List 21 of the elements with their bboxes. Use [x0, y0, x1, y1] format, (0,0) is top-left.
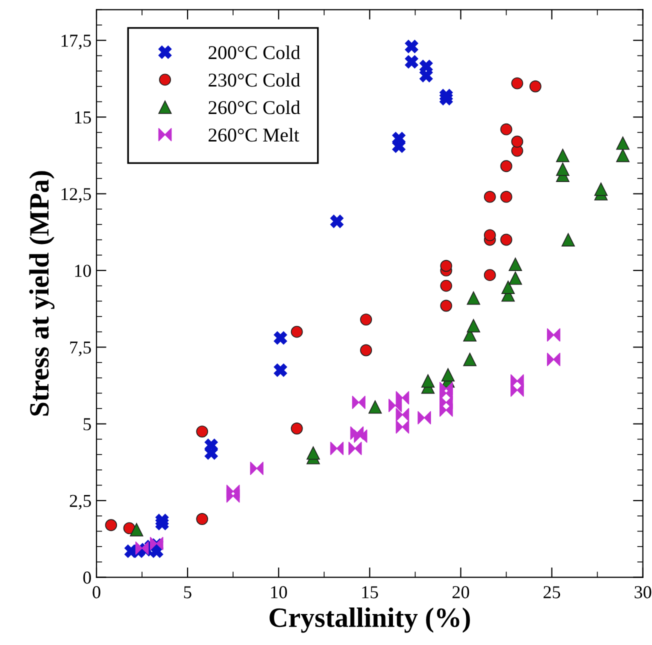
legend-label: 230°C Cold [208, 73, 300, 87]
y-tick-label: 15 [75, 111, 91, 124]
y-tick-label: 12,5 [62, 188, 91, 203]
y-tick-label: 5 [84, 418, 91, 430]
x-axis-title: Crystallinity (%) [270, 608, 470, 633]
legend-label: 260°C Melt [208, 128, 300, 142]
legend-label: 200°C Cold [208, 46, 300, 60]
y-tick-label: 17,5 [62, 34, 91, 50]
legend-label: 260°C Cold [208, 100, 300, 114]
y-tick-label: 10 [75, 264, 91, 277]
y-tick-label: 0 [83, 572, 91, 584]
x-tick-label: 30 [634, 586, 652, 598]
x-tick-label: 5 [184, 586, 192, 598]
x-tick-label: 0 [92, 586, 100, 598]
y-axis-title: Stress at yield (MPa) [29, 171, 54, 416]
y-tick-label: 2,5 [70, 494, 91, 510]
x-tick-label: 10 [271, 586, 287, 598]
x-tick-label: 25 [544, 586, 560, 598]
x-tick-label: 15 [362, 586, 378, 598]
x-tick-label: 20 [452, 586, 470, 598]
y-tick-label: 7,5 [70, 342, 91, 356]
